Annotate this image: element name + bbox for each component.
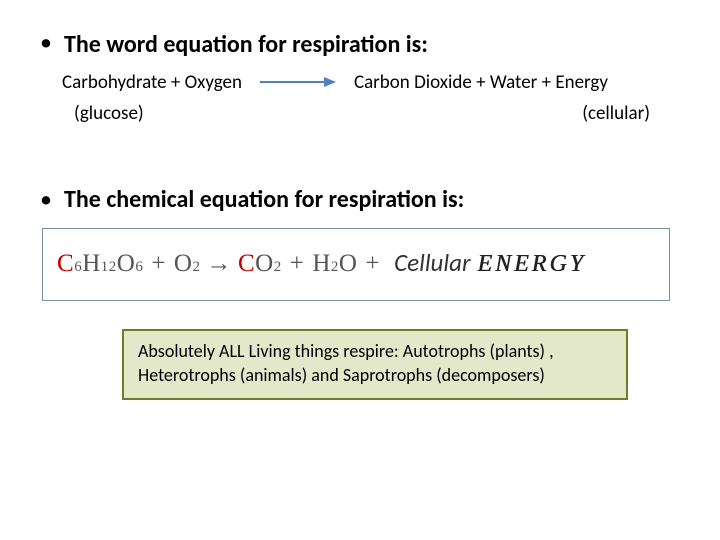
chem-cellular: Cellular xyxy=(394,247,471,278)
chem-equation-box: C6H12O6 + O2 → CO2 + H2O + Cellular ENER… xyxy=(42,228,670,301)
chem-h: H xyxy=(82,250,101,278)
chem-h2o-o: O xyxy=(339,250,358,278)
chem-h-sub: 12 xyxy=(101,259,117,276)
chem-equation: C6H12O6 + O2 → CO2 + H2O + Cellular ENER… xyxy=(57,247,655,278)
chem-o: O xyxy=(117,250,136,278)
callout-line-1: Absolutely ALL Living things respire: Au… xyxy=(138,339,612,363)
chem-c-sub: 6 xyxy=(74,259,82,276)
chem-co2-sub: 2 xyxy=(274,259,282,276)
chem-h2o-h: H xyxy=(312,250,331,278)
word-eq-left: Carbohydrate + Oxygen xyxy=(62,71,242,94)
chem-o-sub: 6 xyxy=(135,259,143,276)
word-equation-row: Carbohydrate + Oxygen Carbon Dioxide + W… xyxy=(62,71,680,94)
heading-chem-equation: • The chemical equation for respiration … xyxy=(40,185,680,214)
heading-word-equation: • The word equation for respiration is: xyxy=(40,30,680,59)
chem-plus: + xyxy=(290,250,305,278)
chem-arrow-icon: → xyxy=(206,250,232,278)
chem-energy: ENERGY xyxy=(477,251,586,278)
chem-plus: + xyxy=(365,250,380,278)
chem-co2-c: C xyxy=(238,250,255,278)
sublabel-right: (cellular) xyxy=(582,102,650,125)
bullet-icon: • xyxy=(40,31,52,55)
slide-content: • The word equation for respiration is: … xyxy=(0,0,720,420)
heading-text: The word equation for respiration is: xyxy=(64,30,428,59)
arrow-icon xyxy=(260,71,336,94)
sublabel-left: (glucose) xyxy=(74,102,144,125)
chem-o2-sub: 2 xyxy=(192,259,200,276)
chem-co2-o: O xyxy=(255,250,274,278)
chem-plus: + xyxy=(151,250,166,278)
bullet-icon: • xyxy=(40,188,52,212)
chem-c: C xyxy=(57,250,74,278)
chem-o2: O xyxy=(174,250,193,278)
sub-labels-row: (glucose) (cellular) xyxy=(74,102,650,125)
chem-h2o-sub: 2 xyxy=(331,259,339,276)
callout-box: Absolutely ALL Living things respire: Au… xyxy=(122,329,628,400)
heading-text: The chemical equation for respiration is… xyxy=(64,185,464,214)
callout-line-2: Heterotrophs (animals) and Saprotrophs (… xyxy=(138,363,612,387)
word-eq-right: Carbon Dioxide + Water + Energy xyxy=(354,71,608,94)
